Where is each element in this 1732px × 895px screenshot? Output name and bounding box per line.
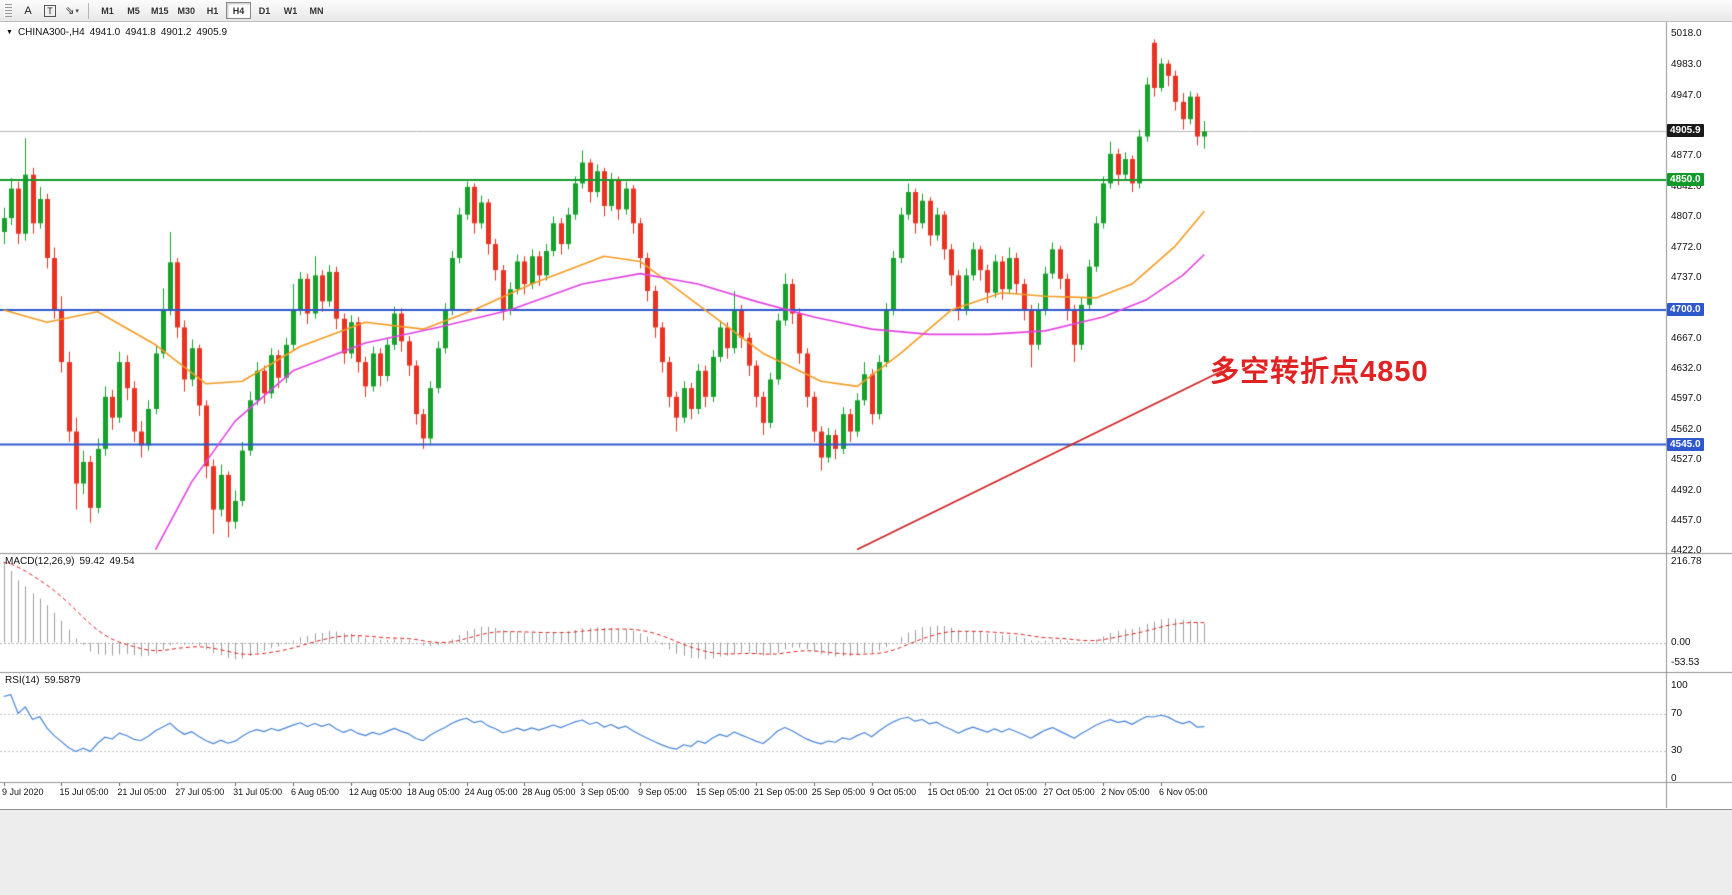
- rsi-label: RSI(14): [5, 675, 40, 686]
- drawing-tool-icon: ⇘: [65, 5, 75, 17]
- time-axis-label: 9 Sep 05:00: [638, 787, 687, 797]
- time-axis-label: 15 Oct 05:00: [927, 787, 980, 797]
- price-axis-label: 5018.0: [1671, 28, 1702, 40]
- price-axis-label: 4772.0: [1671, 241, 1702, 253]
- time-axis-label: 21 Sep 05:00: [753, 787, 808, 797]
- time-axis-label: 3 Sep 05:00: [580, 787, 629, 797]
- price-badge: 4545.0: [1667, 437, 1704, 451]
- macd-value-signal: 49.54: [109, 556, 135, 567]
- time-axis-label: 9 Oct 05:00: [869, 787, 917, 797]
- price-axis-label: 4983.0: [1671, 58, 1702, 70]
- symbol-label: CHINA300-,H4: [17, 27, 85, 38]
- symbol-dropdown-icon[interactable]: ▼: [6, 29, 13, 36]
- price-badge: 4700.0: [1667, 303, 1704, 317]
- price-axis-label: 4807.0: [1671, 211, 1702, 223]
- timeframe-button-d1[interactable]: D1: [252, 2, 277, 19]
- price-axis-label: 4947.0: [1671, 89, 1702, 101]
- price-axis-label: 4597.0: [1671, 393, 1702, 405]
- timeframe-button-m5[interactable]: M5: [121, 2, 146, 19]
- price-axis-label: 4737.0: [1671, 271, 1702, 283]
- time-axis-label: 12 Aug 05:00: [348, 787, 402, 797]
- timeframe-button-m15[interactable]: M15: [147, 2, 173, 19]
- text-tool-button[interactable]: A: [18, 2, 38, 20]
- time-axis-label: 9 Jul 2020: [2, 787, 44, 797]
- macd-axis-label: -53.53: [1671, 656, 1700, 668]
- price-badge: 4905.9: [1667, 124, 1704, 138]
- price-badge: 4850.0: [1667, 172, 1704, 186]
- timeframe-button-m1[interactable]: M1: [95, 2, 120, 19]
- timeframe-group: M1 M5 M15 M30 H1 H4 D1 W1 MN: [95, 2, 329, 19]
- ohlc-low: 4901.2: [160, 27, 192, 38]
- price-axis-label: 4632.0: [1671, 363, 1702, 375]
- timeframe-button-h4[interactable]: H4: [226, 2, 252, 19]
- price-axis-label: 4422.0: [1671, 545, 1702, 557]
- text-box-tool-button[interactable]: T: [40, 2, 60, 20]
- macd-label: MACD(12,26,9): [5, 556, 75, 567]
- rsi-axis-label: 100: [1671, 680, 1688, 691]
- ohlc-high: 4941.8: [125, 27, 156, 38]
- price-axis-label: 4667.0: [1671, 332, 1702, 344]
- annotation-text[interactable]: 多空转折点4850: [1210, 356, 1429, 389]
- timeframe-button-w1[interactable]: W1: [278, 2, 303, 19]
- price-axis-label: 4562.0: [1671, 423, 1702, 435]
- price-axis-label: 4527.0: [1671, 454, 1702, 466]
- time-axis-label: 21 Jul 05:00: [117, 787, 167, 797]
- time-axis-label: 6 Nov 05:00: [1158, 787, 1208, 797]
- time-axis-label: 18 Aug 05:00: [406, 787, 460, 797]
- macd-axis-label: 0.00: [1671, 636, 1691, 648]
- timeframe-button-m30[interactable]: M30: [174, 2, 200, 19]
- chevron-down-icon: ▾: [75, 7, 79, 15]
- text-tool-icon: A: [24, 4, 32, 17]
- ohlc-open: 4941.0: [89, 27, 121, 38]
- rsi-axis-label: 70: [1671, 707, 1683, 719]
- macd-header: MACD(12,26,9) 59.42 49.54: [5, 556, 140, 567]
- time-axis-label: 24 Aug 05:00: [464, 787, 518, 797]
- time-axis-label: 15 Sep 05:00: [696, 787, 750, 797]
- time-axis-label: 27 Oct 05:00: [1043, 787, 1095, 797]
- rsi-axis-label: 30: [1671, 745, 1683, 757]
- rsi-value: 59.5879: [44, 675, 81, 686]
- time-axis-label: 6 Aug 05:00: [290, 787, 339, 797]
- time-axis-label: 31 Jul 05:00: [233, 787, 283, 797]
- time-axis-label: 25 Sep 05:00: [811, 787, 866, 797]
- rsi-header: RSI(14) 59.5879: [5, 675, 86, 686]
- price-axis-label: 4877.0: [1671, 150, 1702, 162]
- bottom-spacer: [0, 809, 1732, 895]
- toolbar-separator: [88, 2, 89, 19]
- timeframe-button-mn[interactable]: MN: [304, 2, 329, 19]
- chart-header: ▼ CHINA300-,H4 4941.0 4941.8 4901.2 4905.9: [6, 27, 232, 38]
- rsi-axis-label: 0: [1671, 773, 1677, 784]
- ohlc-close: 4905.9: [196, 27, 228, 38]
- time-axis-label: 2 Nov 05:00: [1101, 787, 1150, 797]
- drawing-tool-button[interactable]: ⇘ ▾: [62, 2, 82, 20]
- toolbar-grip-icon[interactable]: [4, 3, 12, 18]
- price-axis-label: 4842.0: [1671, 180, 1702, 192]
- timeframe-button-h1[interactable]: H1: [200, 2, 225, 19]
- price-axis-label: 4492.0: [1671, 484, 1702, 496]
- time-axis-label: 28 Aug 05:00: [522, 787, 576, 797]
- price-axis-label: 4457.0: [1671, 514, 1702, 526]
- toolbar: A T ⇘ ▾ M1 M5 M15 M30 H1 H4 D1 W1 MN: [0, 0, 1732, 22]
- macd-axis-label: 216.78: [1671, 556, 1702, 567]
- macd-value-main: 59.42: [79, 556, 105, 567]
- time-axis-label: 27 Jul 05:00: [175, 787, 225, 797]
- time-axis-label: 21 Oct 05:00: [985, 787, 1037, 797]
- time-axis-label: 15 Jul 05:00: [59, 787, 109, 797]
- text-box-tool-icon: T: [44, 4, 56, 17]
